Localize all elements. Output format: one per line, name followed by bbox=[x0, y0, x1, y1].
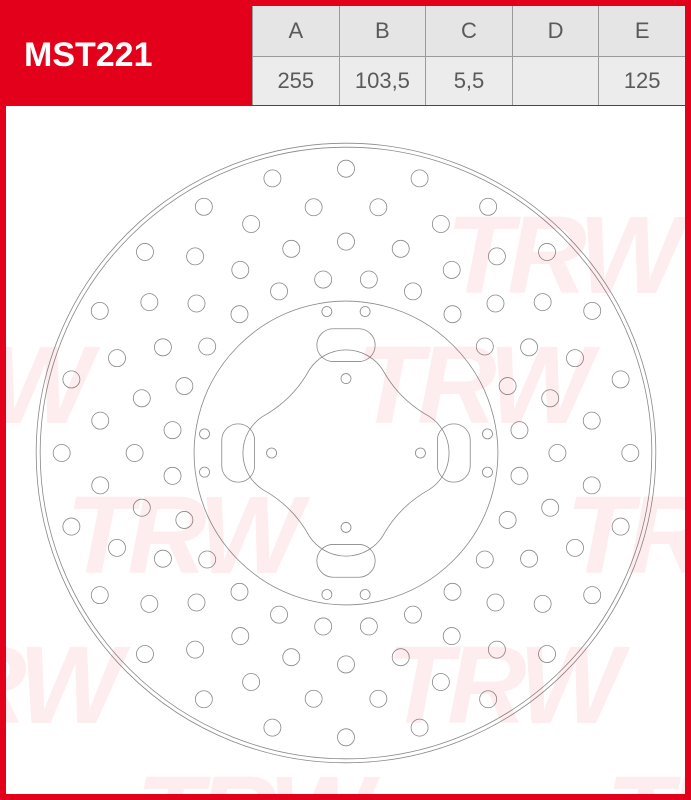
product-frame: MST221 A B C D E 255 103,5 5,5 125 TRWTR… bbox=[0, 0, 691, 800]
watermark-text: TRW bbox=[356, 322, 586, 449]
spec-val-C: 5,5 bbox=[425, 56, 512, 106]
watermark-text: TRW bbox=[386, 622, 616, 749]
part-number: MST221 bbox=[6, 6, 252, 105]
spec-col-C: C bbox=[425, 6, 512, 56]
spec-col-E: E bbox=[598, 6, 685, 56]
spec-col-B: B bbox=[339, 6, 426, 56]
watermark-text: TRW bbox=[66, 472, 296, 599]
header: MST221 A B C D E 255 103,5 5,5 125 bbox=[6, 6, 685, 106]
watermark-text: TRW bbox=[566, 472, 691, 599]
spec-header-row: A B C D E bbox=[252, 6, 685, 56]
spec-value-row: 255 103,5 5,5 125 bbox=[252, 56, 685, 106]
watermark-text: TRW bbox=[136, 752, 366, 800]
spec-val-B: 103,5 bbox=[339, 56, 426, 106]
spec-col-A: A bbox=[252, 6, 339, 56]
watermark-text: TRW bbox=[606, 752, 691, 800]
watermark-text: TRW bbox=[446, 192, 676, 319]
spec-table: A B C D E 255 103,5 5,5 125 bbox=[252, 6, 685, 105]
watermark-text: TRW bbox=[0, 622, 116, 749]
diagram-area: TRWTRWTRWTRWTRWTRWTRWTRWTRW bbox=[6, 112, 685, 794]
spec-val-A: 255 bbox=[252, 56, 339, 106]
spec-col-D: D bbox=[512, 6, 599, 56]
spec-val-E: 125 bbox=[598, 56, 685, 106]
watermark-text: TRW bbox=[0, 322, 86, 449]
spec-val-D bbox=[512, 56, 599, 106]
